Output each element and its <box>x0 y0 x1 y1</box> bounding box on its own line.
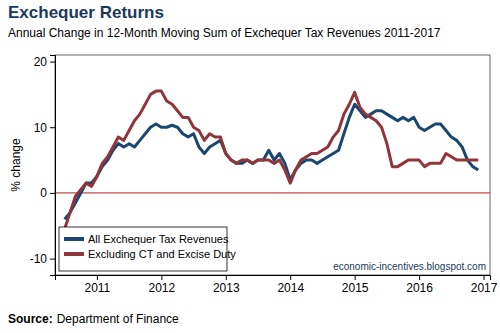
x-tick-mark <box>419 275 420 280</box>
y-axis: 20 10 0 -10 <box>30 55 56 276</box>
y-tick: 20 <box>34 55 55 69</box>
x-tick-label: 2017 <box>471 281 498 295</box>
x-tick-mark <box>226 275 227 280</box>
x-tick: 2016 <box>406 275 433 295</box>
x-tick-label: 2016 <box>406 281 433 295</box>
y-axis-title: % change <box>9 138 23 192</box>
y-tick-label: 0 <box>40 186 47 200</box>
x-tick: 2013 <box>213 275 240 295</box>
source-note: Source: Department of Finance <box>8 312 179 326</box>
x-tick-mark <box>161 275 162 280</box>
zero-line <box>55 192 490 193</box>
x-tick-mark <box>290 275 291 280</box>
y-tick-label: 10 <box>34 121 48 135</box>
x-tick-mark <box>97 275 98 280</box>
x-tick: 2017 <box>471 275 498 295</box>
legend: All Exchequer Tax Revenues Excluding CT a… <box>59 227 236 271</box>
y-tick: -10 <box>30 252 55 266</box>
y-tick-mark <box>50 193 55 194</box>
x-tick: 2011 <box>84 275 110 295</box>
chart-subtitle: Annual Change in 12-Month Moving Sum of … <box>8 26 441 40</box>
x-tick-label: 2013 <box>213 281 240 295</box>
y-tick-mark <box>50 127 55 128</box>
chart-svg: Exchequer Returns Annual Change in 12-Mon… <box>0 0 500 333</box>
plot-area: 2011 2012 2013 2014 2015 2016 2017 20 10 0 -10 All … <box>30 55 498 295</box>
legend-swatch <box>64 237 84 241</box>
x-tick: 2015 <box>342 275 369 295</box>
source-text: Department of Finance <box>57 312 179 326</box>
x-tick-mark <box>355 275 356 280</box>
x-tick-label: 2015 <box>342 281 369 295</box>
legend-swatch <box>64 252 84 256</box>
y-tick-label: -10 <box>30 252 48 266</box>
y-tick-mark <box>50 62 55 63</box>
x-tick: 2014 <box>277 275 304 295</box>
x-tick-label: 2011 <box>84 281 110 295</box>
chart-title: Exchequer Returns <box>8 3 164 22</box>
x-tick-label: 2012 <box>148 281 175 295</box>
y-tick: 0 <box>40 186 55 200</box>
x-tick: 2012 <box>148 275 175 295</box>
legend-label: All Exchequer Tax Revenues <box>88 233 229 245</box>
y-tick-mark <box>50 259 55 260</box>
series-lines <box>65 91 479 229</box>
y-axis-line <box>50 56 56 276</box>
legend-label: Excluding CT and Excise Duty <box>88 248 236 260</box>
watermark: economic-incentives.blogspot.com <box>333 261 486 272</box>
plot-frame <box>55 55 490 275</box>
series-line <box>65 91 479 229</box>
x-axis: 2011 2012 2013 2014 2015 2016 2017 <box>56 275 498 295</box>
y-tick: 10 <box>34 121 55 135</box>
y-tick-label: 20 <box>34 55 48 69</box>
source-label: Source: <box>8 312 53 326</box>
x-axis-line <box>56 276 491 281</box>
x-tick-label: 2014 <box>277 281 304 295</box>
x-tick-mark <box>484 275 485 280</box>
